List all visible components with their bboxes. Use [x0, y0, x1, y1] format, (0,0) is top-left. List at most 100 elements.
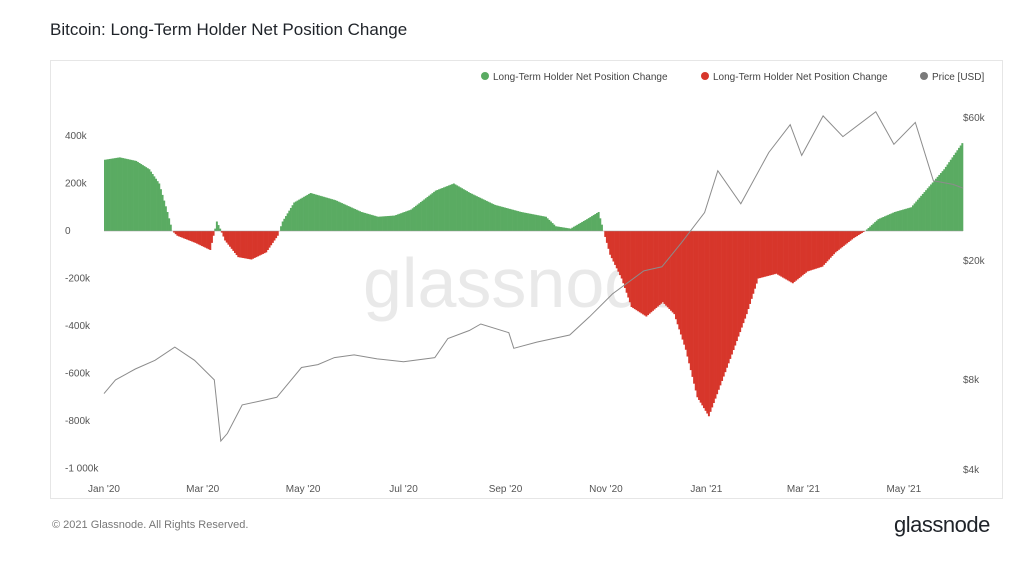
net-position-bar-negative	[207, 231, 210, 250]
net-position-bar-positive	[135, 160, 138, 231]
net-position-bar-negative	[811, 231, 814, 270]
net-position-bar-positive	[344, 204, 347, 231]
net-position-bar-negative	[796, 231, 799, 280]
legend-label-negative: Long-Term Holder Net Position Change	[713, 72, 888, 83]
net-position-bar-positive	[903, 209, 906, 231]
net-position-bar-negative	[182, 231, 185, 239]
net-position-bar-positive	[319, 195, 322, 231]
net-position-bar-positive	[892, 212, 895, 231]
net-position-bar-negative	[235, 231, 238, 256]
net-position-bar-negative	[693, 231, 696, 384]
net-position-bar-negative	[255, 231, 258, 258]
net-position-bar-positive	[112, 158, 115, 231]
net-position-bar-positive	[299, 198, 302, 231]
net-position-bar-negative	[824, 231, 827, 264]
net-position-bar-positive	[594, 214, 597, 231]
net-position-bar-negative	[614, 231, 617, 265]
net-position-bar-positive	[377, 216, 380, 231]
net-position-bar-positive	[359, 211, 362, 231]
net-position-bar-positive	[591, 216, 594, 231]
net-position-bar-positive	[311, 193, 314, 231]
net-position-bar-positive	[880, 217, 883, 231]
net-position-bar-positive	[879, 218, 882, 231]
y-axis-right: $60k $20k $8k $4k	[963, 113, 986, 476]
net-position-bar-positive	[349, 206, 352, 231]
net-position-bar-positive	[418, 203, 421, 231]
net-position-bar-positive	[342, 203, 345, 231]
net-position-bar-positive	[413, 207, 416, 231]
net-position-bar-positive	[151, 174, 154, 231]
net-position-bar-positive	[326, 197, 329, 231]
x-tick-label: Jan '21	[690, 484, 722, 495]
net-position-bar-positive	[373, 215, 376, 231]
y-left-tick-label: 400k	[65, 131, 88, 142]
net-position-bar-positive	[457, 186, 460, 231]
net-position-bar-negative	[816, 231, 819, 269]
net-position-bar-negative	[860, 231, 863, 234]
net-position-bar-negative	[857, 231, 860, 236]
x-tick-label: May '20	[286, 484, 321, 495]
net-position-bar-positive	[874, 222, 877, 231]
net-position-bar-positive	[538, 215, 541, 231]
net-position-bar-negative	[194, 231, 197, 243]
net-position-bar-negative	[724, 231, 727, 373]
net-position-bar-positive	[586, 219, 589, 232]
net-position-bar-negative	[785, 231, 788, 280]
net-position-bar-negative	[826, 231, 829, 262]
net-position-bar-negative	[714, 231, 717, 399]
net-position-bar-positive	[584, 220, 587, 231]
net-position-bar-positive	[933, 180, 936, 231]
net-position-bar-negative	[617, 231, 620, 272]
net-position-bar-positive	[505, 207, 508, 231]
net-position-bar-positive	[885, 215, 888, 231]
net-position-bar-negative	[673, 231, 676, 315]
net-position-bar-positive	[447, 185, 450, 231]
net-position-bar-negative	[210, 231, 213, 243]
net-position-bar-positive	[372, 215, 375, 231]
net-position-bar-positive	[390, 215, 393, 231]
net-position-bar-negative	[721, 231, 724, 381]
net-position-bar-negative	[271, 231, 274, 243]
net-position-bar-negative	[684, 231, 687, 350]
net-position-bar-positive	[944, 166, 947, 232]
net-position-bar-positive	[902, 209, 905, 232]
net-position-bar-positive	[128, 159, 131, 231]
net-position-bar-negative	[749, 231, 752, 304]
net-position-bar-positive	[470, 193, 473, 231]
net-position-bar-negative	[248, 231, 251, 260]
net-position-bar-negative	[763, 231, 766, 277]
net-position-bar-negative	[222, 231, 225, 237]
net-position-bar-negative	[176, 231, 179, 236]
net-position-bar-positive	[289, 207, 292, 231]
net-position-bar-positive	[599, 218, 602, 231]
net-position-bar-positive	[469, 193, 472, 231]
net-position-bar-positive	[895, 211, 898, 231]
net-position-bar-negative	[627, 231, 630, 298]
net-position-bar-negative	[699, 231, 702, 403]
net-position-bar-negative	[186, 231, 189, 240]
x-tick-label: Jan '20	[88, 484, 120, 495]
net-position-bar-negative	[828, 231, 831, 260]
net-position-bar-positive	[391, 215, 394, 231]
net-position-bar-negative	[803, 231, 806, 275]
net-position-bar-positive	[521, 212, 524, 231]
net-position-bar-positive	[336, 200, 338, 231]
net-position-bar-negative	[757, 231, 760, 279]
net-position-bar-negative	[800, 231, 803, 277]
net-position-bar-positive	[367, 213, 370, 231]
net-position-bar-negative	[833, 231, 835, 255]
net-position-bar-positive	[865, 229, 868, 231]
net-position-bar-positive	[600, 224, 603, 231]
net-position-bar-positive	[296, 200, 299, 231]
net-position-bar-positive	[523, 212, 526, 231]
net-position-bar-positive	[331, 199, 334, 231]
net-position-bar-negative	[181, 231, 184, 238]
net-position-bar-positive	[923, 192, 926, 231]
net-position-bar-positive	[442, 187, 445, 231]
y-right-tick-label: $60k	[963, 113, 986, 124]
net-position-bar-negative	[609, 231, 612, 255]
net-position-bar-positive	[403, 212, 406, 231]
net-position-bar-negative	[225, 231, 228, 243]
net-position-bar-positive	[352, 208, 355, 231]
net-position-bar-negative	[604, 231, 607, 237]
